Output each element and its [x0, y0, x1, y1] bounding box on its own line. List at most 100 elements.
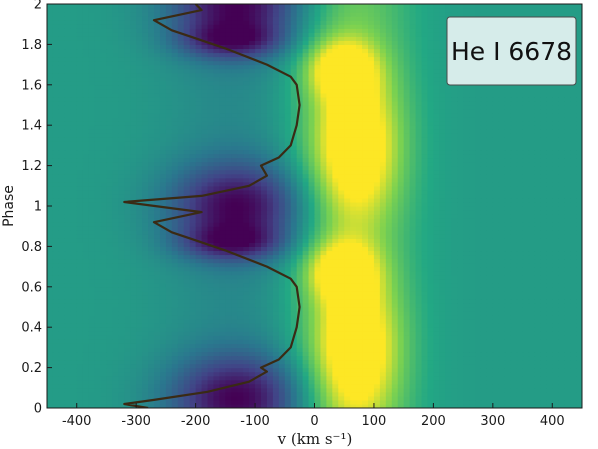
heatmap-cell: [124, 282, 131, 288]
heatmap-cell: [112, 226, 119, 231]
heatmap-cell: [498, 185, 506, 191]
heatmap-cell: [415, 286, 423, 292]
heatmap-cell: [130, 351, 137, 357]
heatmap-cell: [516, 371, 524, 377]
heatmap-cell: [249, 302, 256, 308]
heatmap-cell: [272, 327, 280, 332]
heatmap-cell: [266, 250, 274, 256]
heatmap-cell: [70, 331, 78, 336]
heatmap-cell: [415, 193, 423, 199]
heatmap-cell: [558, 238, 565, 243]
heatmap-cell: [82, 193, 90, 199]
heatmap-cell: [302, 294, 310, 300]
heatmap-cell: [338, 242, 345, 247]
heatmap-cell: [415, 367, 423, 373]
heatmap-cell: [225, 387, 232, 393]
heatmap-cell: [445, 258, 452, 264]
heatmap-cell: [64, 327, 72, 332]
heatmap-cell: [243, 335, 250, 340]
heatmap-cell: [415, 262, 423, 268]
heatmap-cell: [403, 403, 411, 408]
heatmap-cell: [546, 246, 553, 252]
heatmap-cell: [385, 371, 393, 377]
heatmap-cell: [504, 234, 512, 239]
heatmap-cell: [142, 331, 149, 336]
heatmap-cell: [266, 339, 274, 344]
heatmap-cell: [409, 363, 417, 369]
heatmap-cell: [433, 242, 440, 247]
heatmap-cell: [534, 234, 541, 239]
heatmap-cell: [243, 367, 250, 373]
heatmap-cell: [308, 226, 316, 231]
heatmap-cell: [415, 270, 423, 276]
heatmap-cell: [308, 351, 316, 357]
heatmap-cell: [486, 197, 494, 203]
heatmap-cell: [47, 262, 54, 268]
heatmap-cell: [451, 250, 458, 256]
heatmap-cell: [558, 282, 565, 288]
heatmap-cell: [284, 371, 292, 377]
heatmap-cell: [136, 294, 143, 300]
heatmap-cell: [272, 189, 280, 195]
heatmap-cell: [433, 290, 440, 296]
heatmap-cell: [88, 347, 96, 353]
heatmap-cell: [255, 375, 262, 381]
heatmap-cell: [47, 387, 54, 393]
heatmap-cell: [165, 298, 173, 304]
heatmap-cell: [165, 246, 173, 252]
heatmap-cell: [266, 327, 274, 332]
heatmap-cell: [385, 339, 393, 344]
heatmap-cell: [237, 189, 244, 195]
heatmap-cell: [278, 278, 286, 284]
heatmap-cell: [213, 181, 220, 187]
heatmap-cell: [320, 315, 327, 320]
heatmap-cell: [177, 399, 185, 405]
heatmap-cell: [82, 270, 90, 276]
heatmap-cell: [154, 294, 161, 300]
heatmap-cell: [118, 242, 125, 247]
heatmap-cell: [177, 250, 185, 256]
heatmap-cell: [338, 197, 345, 203]
heatmap-cell: [564, 242, 571, 247]
heatmap-cell: [469, 323, 476, 328]
heatmap-cell: [403, 307, 411, 312]
heatmap-cell: [397, 270, 405, 276]
heatmap-cell: [255, 210, 262, 215]
heatmap-cell: [480, 395, 488, 401]
heatmap-cell: [326, 262, 333, 268]
heatmap-cell: [463, 347, 470, 353]
heatmap-cell: [231, 201, 238, 207]
heatmap-cell: [552, 193, 559, 199]
heatmap-cell: [516, 351, 524, 357]
heatmap-cell: [106, 387, 113, 393]
heatmap-cell: [266, 258, 274, 264]
heatmap-cell: [332, 387, 339, 393]
heatmap-cell: [213, 193, 220, 199]
heatmap-cell: [421, 323, 429, 328]
heatmap-cell: [356, 201, 363, 207]
heatmap-cell: [498, 290, 506, 296]
heatmap-cell: [219, 343, 226, 348]
heatmap-cell: [338, 294, 345, 300]
heatmap-cell: [76, 189, 84, 195]
heatmap-cell: [154, 270, 161, 276]
heatmap-cell: [290, 403, 298, 408]
heatmap-cell: [403, 282, 411, 288]
heatmap-cell: [451, 278, 458, 284]
heatmap-cell: [373, 359, 381, 365]
heatmap-cell: [427, 367, 434, 373]
heatmap-cell: [154, 371, 161, 377]
heatmap-cell: [409, 242, 417, 247]
heatmap-cell: [421, 234, 429, 239]
heatmap-cell: [451, 258, 458, 264]
heatmap-cell: [249, 335, 256, 340]
heatmap-cell: [225, 210, 232, 215]
heatmap-cell: [564, 311, 571, 316]
heatmap-cell: [148, 262, 155, 268]
heatmap-cell: [219, 197, 226, 203]
heatmap-cell: [498, 347, 506, 353]
heatmap-cell: [154, 266, 161, 272]
heatmap-cell: [76, 250, 84, 256]
heatmap-cell: [159, 327, 167, 332]
heatmap-cell: [148, 379, 155, 385]
